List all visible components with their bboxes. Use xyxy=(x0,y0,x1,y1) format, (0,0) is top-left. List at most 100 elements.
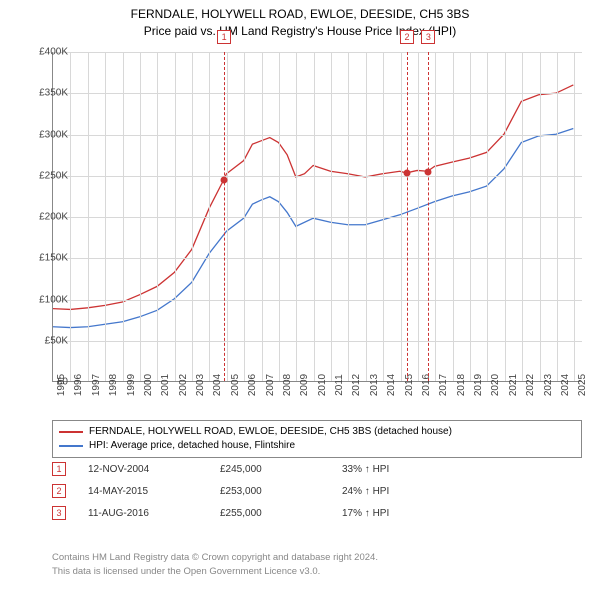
transaction-marker-3: 3 xyxy=(52,506,66,520)
gridline-v xyxy=(192,52,193,381)
x-tick-label: 2000 xyxy=(143,374,154,396)
x-tick-label: 2002 xyxy=(178,374,189,396)
x-tick-label: 2004 xyxy=(212,374,223,396)
x-tick-label: 2012 xyxy=(351,374,362,396)
x-tick-label: 2014 xyxy=(386,374,397,396)
figure-container: FERNDALE, HOLYWELL ROAD, EWLOE, DEESIDE,… xyxy=(0,0,600,590)
event-line xyxy=(224,52,225,381)
gridline-v xyxy=(314,52,315,381)
x-tick-label: 2025 xyxy=(577,374,588,396)
gridline-h xyxy=(53,93,582,94)
gridline-v xyxy=(105,52,106,381)
gridline-v xyxy=(140,52,141,381)
y-tick-label: £400K xyxy=(18,47,68,58)
gridline-h xyxy=(53,258,582,259)
event-marker-box: 2 xyxy=(400,30,414,44)
x-tick-label: 2023 xyxy=(543,374,554,396)
gridline-v xyxy=(331,52,332,381)
x-tick-label: 1999 xyxy=(126,374,137,396)
title-line-1: FERNDALE, HOLYWELL ROAD, EWLOE, DEESIDE,… xyxy=(0,6,600,23)
gridline-v xyxy=(244,52,245,381)
x-tick-label: 2024 xyxy=(560,374,571,396)
gridline-v xyxy=(401,52,402,381)
y-tick-label: £200K xyxy=(18,212,68,223)
x-tick-label: 2006 xyxy=(247,374,258,396)
gridline-h xyxy=(53,52,582,53)
gridline-h xyxy=(53,176,582,177)
legend-label-2: HPI: Average price, detached house, Flin… xyxy=(89,439,295,453)
gridline-v xyxy=(557,52,558,381)
x-tick-label: 2008 xyxy=(282,374,293,396)
gridline-h xyxy=(53,217,582,218)
x-tick-label: 2005 xyxy=(230,374,241,396)
gridline-v xyxy=(487,52,488,381)
transaction-hpi-1: 33% ↑ HPI xyxy=(342,464,389,475)
y-tick-label: £350K xyxy=(18,88,68,99)
gridline-v xyxy=(70,52,71,381)
event-marker-dot xyxy=(221,176,228,183)
legend-label-1: FERNDALE, HOLYWELL ROAD, EWLOE, DEESIDE,… xyxy=(89,425,452,439)
legend-swatch-2 xyxy=(59,445,83,447)
gridline-v xyxy=(348,52,349,381)
event-marker-dot xyxy=(425,168,432,175)
transaction-marker-2: 2 xyxy=(52,484,66,498)
x-tick-label: 2019 xyxy=(473,374,484,396)
x-tick-label: 2009 xyxy=(299,374,310,396)
gridline-v xyxy=(175,52,176,381)
x-tick-label: 1998 xyxy=(108,374,119,396)
x-tick-label: 2011 xyxy=(334,374,345,396)
x-tick-label: 1997 xyxy=(91,374,102,396)
gridline-v xyxy=(227,52,228,381)
transaction-date-1: 12-NOV-2004 xyxy=(88,464,198,475)
transaction-row-3: 3 11-AUG-2016 £255,000 17% ↑ HPI xyxy=(52,506,582,520)
transactions-table: 1 12-NOV-2004 £245,000 33% ↑ HPI 2 14-MA… xyxy=(52,462,582,528)
event-marker-box: 3 xyxy=(421,30,435,44)
x-tick-label: 2013 xyxy=(369,374,380,396)
gridline-v xyxy=(505,52,506,381)
event-line xyxy=(407,52,408,381)
x-tick-label: 2015 xyxy=(404,374,415,396)
transaction-date-3: 11-AUG-2016 xyxy=(88,508,198,519)
x-tick-label: 2010 xyxy=(317,374,328,396)
transaction-marker-1: 1 xyxy=(52,462,66,476)
gridline-v xyxy=(453,52,454,381)
gridline-v xyxy=(366,52,367,381)
chart-plot-area: 1995199619971998199920002001200220032004… xyxy=(52,52,582,382)
gridline-h xyxy=(53,341,582,342)
event-line xyxy=(428,52,429,381)
gridline-v xyxy=(522,52,523,381)
transaction-hpi-3: 17% ↑ HPI xyxy=(342,508,389,519)
gridline-v xyxy=(435,52,436,381)
gridline-v xyxy=(123,52,124,381)
legend: FERNDALE, HOLYWELL ROAD, EWLOE, DEESIDE,… xyxy=(52,420,582,458)
transaction-price-1: £245,000 xyxy=(220,464,320,475)
x-tick-label: 2016 xyxy=(421,374,432,396)
transaction-row-1: 1 12-NOV-2004 £245,000 33% ↑ HPI xyxy=(52,462,582,476)
gridline-h xyxy=(53,135,582,136)
transaction-date-2: 14-MAY-2015 xyxy=(88,486,198,497)
gridline-v xyxy=(279,52,280,381)
gridline-v xyxy=(157,52,158,381)
y-tick-label: £0 xyxy=(18,377,68,388)
event-marker-dot xyxy=(403,170,410,177)
x-tick-label: 2003 xyxy=(195,374,206,396)
gridline-v xyxy=(418,52,419,381)
x-tick-label: 2017 xyxy=(438,374,449,396)
x-tick-label: 2007 xyxy=(265,374,276,396)
footnote: Contains HM Land Registry data © Crown c… xyxy=(52,551,378,578)
transaction-price-3: £255,000 xyxy=(220,508,320,519)
transaction-row-2: 2 14-MAY-2015 £253,000 24% ↑ HPI xyxy=(52,484,582,498)
title-line-2: Price paid vs. HM Land Registry's House … xyxy=(0,23,600,40)
legend-item-1: FERNDALE, HOLYWELL ROAD, EWLOE, DEESIDE,… xyxy=(59,425,575,439)
x-tick-label: 1996 xyxy=(73,374,84,396)
event-marker-box: 1 xyxy=(217,30,231,44)
legend-item-2: HPI: Average price, detached house, Flin… xyxy=(59,439,575,453)
footnote-line-2: This data is licensed under the Open Gov… xyxy=(52,565,378,578)
y-tick-label: £250K xyxy=(18,170,68,181)
legend-swatch-1 xyxy=(59,431,83,433)
gridline-v xyxy=(262,52,263,381)
footnote-line-1: Contains HM Land Registry data © Crown c… xyxy=(52,551,378,564)
y-tick-label: £50K xyxy=(18,335,68,346)
y-tick-label: £100K xyxy=(18,294,68,305)
x-tick-label: 2021 xyxy=(508,374,519,396)
